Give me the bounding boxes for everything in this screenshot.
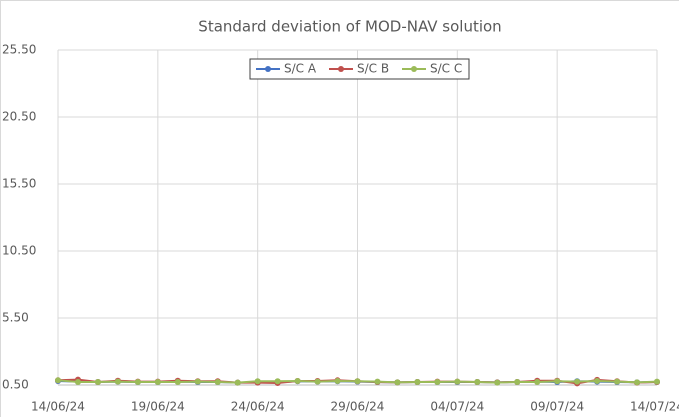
data-point	[74, 379, 81, 386]
data-point	[534, 379, 541, 386]
x-tick-label: 14/06/24	[31, 400, 85, 414]
data-point	[514, 379, 521, 386]
data-point	[374, 378, 381, 385]
y-tick-label: 10.50	[2, 244, 36, 258]
data-point	[314, 378, 321, 385]
x-tick-label: 14/07/24	[630, 400, 679, 414]
data-point	[614, 378, 621, 385]
data-point	[234, 379, 241, 386]
data-point	[194, 378, 201, 385]
data-point	[474, 379, 481, 386]
legend-label: S/C A	[284, 62, 317, 76]
data-point	[214, 379, 221, 386]
y-tick-label: 25.50	[2, 43, 36, 57]
data-point	[174, 379, 181, 386]
y-tick-label: 20.50	[2, 110, 36, 124]
data-point	[294, 377, 301, 384]
data-point	[634, 379, 641, 386]
x-tick-label: 29/06/24	[331, 400, 385, 414]
legend-label: S/C B	[357, 62, 389, 76]
data-point	[434, 379, 441, 386]
data-point	[114, 378, 121, 385]
data-point	[554, 378, 561, 385]
data-point	[494, 379, 501, 386]
legend-label: S/C C	[430, 62, 462, 76]
x-tick-label: 09/07/24	[530, 400, 584, 414]
data-point	[394, 379, 401, 386]
y-tick-label: 0.50	[2, 378, 29, 392]
data-point	[574, 378, 581, 385]
data-point	[334, 377, 341, 384]
legend-box	[249, 58, 470, 80]
y-tick-label: 5.50	[2, 311, 29, 325]
data-point	[94, 379, 101, 386]
data-point	[55, 377, 61, 384]
data-point	[254, 378, 261, 385]
data-point	[354, 378, 361, 385]
data-point	[454, 378, 461, 385]
chart-title: Standard deviation of MOD-NAV solution	[198, 18, 501, 36]
data-point	[134, 379, 141, 386]
data-point	[654, 378, 660, 385]
x-tick-label: 19/06/24	[131, 400, 185, 414]
data-point	[154, 379, 161, 386]
legend-marker	[265, 66, 271, 72]
legend-marker	[411, 66, 417, 72]
data-point	[594, 377, 601, 384]
x-tick-label: 04/07/24	[430, 400, 484, 414]
x-tick-label: 24/06/24	[231, 400, 285, 414]
y-tick-label: 15.50	[2, 177, 36, 191]
data-point	[414, 379, 421, 386]
legend-marker	[338, 66, 344, 72]
data-point	[274, 378, 281, 385]
